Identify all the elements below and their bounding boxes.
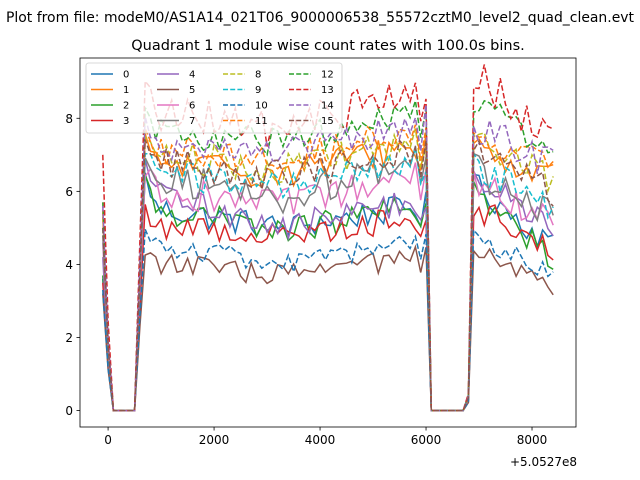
y-tick-label: 2 xyxy=(65,331,73,345)
legend-label-1: 1 xyxy=(123,85,129,96)
series-line-8 xyxy=(102,128,554,412)
legend-label-4: 4 xyxy=(189,70,195,81)
x-tick-label: 2000 xyxy=(199,433,230,447)
legend-label-10: 10 xyxy=(255,101,268,112)
x-tick-label: 0 xyxy=(104,433,112,447)
legend-label-7: 7 xyxy=(189,116,195,127)
y-tick-label: 4 xyxy=(65,258,73,272)
legend-label-13: 13 xyxy=(321,85,334,96)
legend-label-11: 11 xyxy=(255,116,268,127)
series-line-15 xyxy=(102,138,554,412)
series-line-7 xyxy=(102,145,554,412)
chart-title: Quadrant 1 module wise count rates with … xyxy=(131,38,525,54)
y-tick-label: 0 xyxy=(65,404,73,418)
axes-frame xyxy=(79,57,577,428)
legend-box xyxy=(85,62,343,134)
legend-label-5: 5 xyxy=(189,85,195,96)
series-line-6 xyxy=(102,162,554,412)
legend-label-12: 12 xyxy=(321,70,334,81)
series-line-11 xyxy=(102,124,554,412)
x-tick-label: 6000 xyxy=(411,433,442,447)
series-line-10 xyxy=(102,228,554,412)
x-axis: 0 2000 4000 6000 8000 xyxy=(104,427,547,447)
legend-label-15: 15 xyxy=(321,116,334,127)
series-line-5 xyxy=(102,244,554,412)
x-tick-label: 8000 xyxy=(517,433,548,447)
legend-label-3: 3 xyxy=(123,116,129,127)
legend-label-2: 2 xyxy=(123,101,129,112)
series-line-0 xyxy=(102,172,554,412)
legend-label-6: 6 xyxy=(189,101,195,112)
y-tick-label: 8 xyxy=(65,112,73,126)
series-line-3 xyxy=(102,204,554,412)
series-line-14 xyxy=(102,104,554,412)
legend-label-9: 9 xyxy=(255,85,261,96)
x-offset-label: +5.0527e8 xyxy=(510,455,577,469)
y-axis: 0 2 4 6 8 xyxy=(65,112,80,418)
x-tick-label: 4000 xyxy=(305,433,336,447)
legend-label-0: 0 xyxy=(123,70,129,81)
legend-label-8: 8 xyxy=(255,70,261,81)
y-tick-label: 6 xyxy=(65,185,73,199)
figure-suptitle: Plot from file: modeM0/AS1A14_021T06_900… xyxy=(6,10,634,26)
legend-label-14: 14 xyxy=(321,101,334,112)
